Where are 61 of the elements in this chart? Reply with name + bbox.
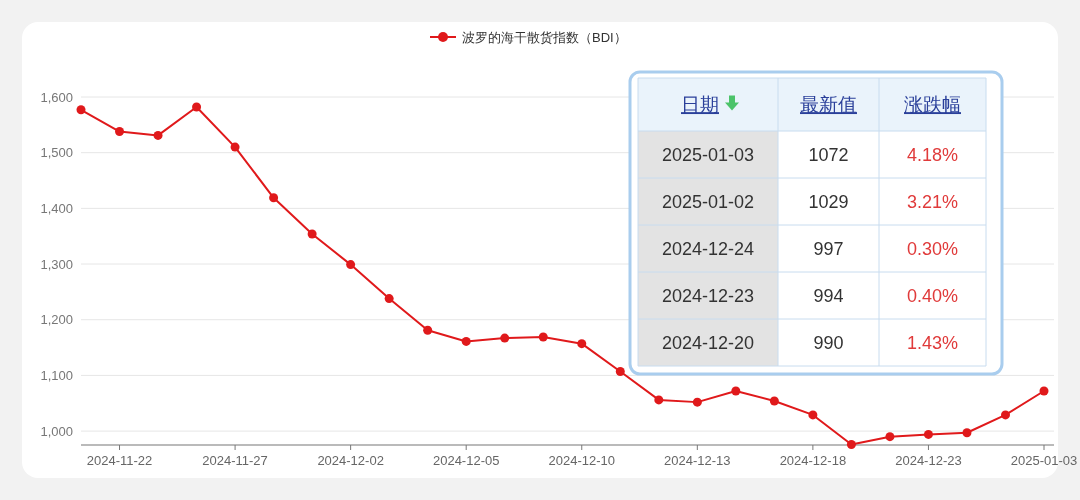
annotation: 0.40% xyxy=(906,285,959,306)
point xyxy=(692,397,702,407)
annotation: 2024-12-20 xyxy=(661,332,755,353)
annotation: 2025-01-02 xyxy=(661,191,755,212)
point xyxy=(384,294,394,304)
y-tick-label: 1,000 xyxy=(40,423,73,439)
point xyxy=(615,367,625,376)
x-tick-label: 2024-12-13 xyxy=(664,453,731,468)
point xyxy=(423,325,433,335)
x-tick-label: 2024-11-27 xyxy=(202,453,268,468)
x-tick-label: 2024-12-02 xyxy=(317,453,384,468)
point xyxy=(654,395,664,405)
y-tick-label: 1,400 xyxy=(40,200,73,216)
point xyxy=(962,428,972,438)
y-tick-label: 1,100 xyxy=(40,367,73,383)
point xyxy=(115,127,125,137)
annotation: 日期 xyxy=(681,94,719,116)
point xyxy=(731,386,741,396)
annotation: 3.21% xyxy=(906,191,959,212)
y-tick-label: 1,500 xyxy=(40,145,73,161)
legend-label: 波罗的海干散货指数（BDI） xyxy=(462,29,627,45)
x-tick-label: 2024-12-10 xyxy=(548,453,616,468)
x-tick-label: 2025-01-03 xyxy=(1010,453,1078,468)
annotation: 2025-01-03 xyxy=(661,144,755,165)
annotation: 1029 xyxy=(808,191,849,212)
annotation: 994 xyxy=(813,285,844,306)
annotation: 2024-12-24 xyxy=(661,238,755,259)
annotation: 4.18% xyxy=(906,144,959,165)
point xyxy=(538,332,548,342)
point xyxy=(577,339,587,349)
point xyxy=(230,142,240,152)
annotation: 997 xyxy=(813,238,844,259)
annotation: 1072 xyxy=(808,144,849,165)
x-tick-label: 2024-12-05 xyxy=(432,453,500,468)
y-tick-label: 1,300 xyxy=(40,256,73,272)
annotation: 最新值 xyxy=(800,94,857,116)
point xyxy=(269,193,279,203)
point xyxy=(885,432,895,442)
y-tick-label: 1,200 xyxy=(40,312,73,328)
point xyxy=(1000,410,1010,420)
point xyxy=(1039,386,1049,396)
x-tick-label: 2024-11-22 xyxy=(86,453,153,468)
point xyxy=(500,333,510,343)
point xyxy=(846,439,856,449)
point xyxy=(76,105,86,115)
point xyxy=(192,102,202,112)
point xyxy=(808,410,818,420)
annotation: 2024-12-23 xyxy=(661,285,755,306)
point xyxy=(769,396,779,406)
annotation: 1.43% xyxy=(906,332,959,353)
x-tick-label: 2024-12-18 xyxy=(779,453,847,468)
annotation: 涨跌幅 xyxy=(904,94,961,116)
point xyxy=(346,260,356,270)
point xyxy=(461,336,471,346)
y-tick-label: 1,600 xyxy=(40,89,73,105)
point xyxy=(307,229,317,239)
point xyxy=(923,429,933,439)
x-tick-label: 2024-12-23 xyxy=(895,453,962,468)
point xyxy=(153,130,163,140)
annotation: 0.30% xyxy=(906,238,959,259)
annotation: 990 xyxy=(813,332,844,353)
